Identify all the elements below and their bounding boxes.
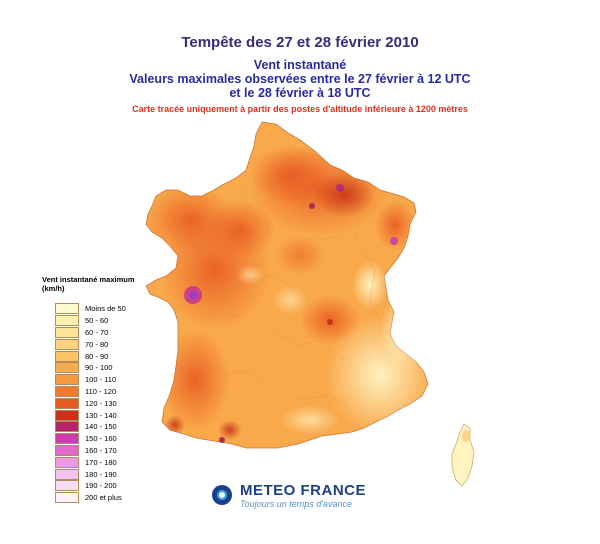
logo-text: METEO FRANCE Toujours un temps d'avance: [240, 482, 366, 509]
map-title: Tempête des 27 et 28 février 2010: [181, 34, 419, 51]
legend-row: 160 - 170: [42, 444, 182, 457]
hotspot-pyrenees: [219, 437, 225, 443]
legend-label: Moins de 50: [85, 304, 126, 314]
legend-row: 130 - 140: [42, 409, 182, 421]
legend-swatch: [55, 326, 79, 338]
legend-label: 50 - 60: [85, 316, 109, 326]
department-borders: [179, 149, 381, 411]
map-subtitle-2: Valeurs maximales observées entre le 27 …: [129, 72, 471, 86]
legend-swatch: [55, 492, 79, 504]
legend-swatch: [55, 362, 79, 374]
legend-label: 100 - 110: [85, 375, 117, 385]
legend-label: 120 - 130: [85, 398, 117, 408]
brand-tagline: Toujours un temps d'avance: [240, 499, 352, 509]
legend-label: 190 - 200: [85, 481, 117, 491]
legend-label: 150 - 160: [85, 434, 117, 444]
legend-row: 140 - 150: [42, 421, 182, 433]
hotspot-champagne: [336, 184, 344, 192]
hotspot-vosges: [390, 237, 398, 245]
meteo-france-logo-icon: [212, 485, 232, 505]
legend-row: 110 - 120: [42, 385, 182, 398]
hotspot-centre: [327, 319, 333, 325]
legend-swatch: [55, 350, 79, 362]
map-subtitle-3: et le 28 février à 18 UTC: [229, 86, 371, 100]
legend-swatch: [55, 338, 79, 350]
legend-title: Vent instantané maximum (km/h): [42, 275, 182, 293]
legend-swatch: [55, 397, 79, 409]
legend-swatch: [55, 444, 79, 456]
meteo-france-logo: METEO FRANCE Toujours un temps d'avance: [212, 482, 366, 512]
legend-row: 150 - 160: [42, 433, 182, 445]
legend: Vent instantané maximum (km/h) Moins de …: [42, 275, 182, 504]
legend-swatch: [55, 303, 79, 315]
legend-label: 170 - 180: [85, 457, 117, 467]
map-note: Carte tracée uniquement à partir des pos…: [132, 104, 468, 114]
legend-swatch: [55, 409, 79, 421]
legend-swatch: [55, 374, 79, 386]
corsica-cap: [462, 430, 470, 442]
legend-label: 140 - 150: [85, 422, 117, 432]
legend-row: 70 - 80: [42, 338, 182, 350]
legend-label: 90 - 100: [85, 363, 113, 373]
legend-label: 110 - 120: [85, 386, 117, 396]
legend-label: 60 - 70: [85, 327, 109, 337]
legend-title-line1: Vent instantané maximum: [42, 275, 135, 284]
legend-row: 90 - 100: [42, 362, 182, 374]
legend-row: 200 et plus: [42, 492, 182, 504]
legend-swatch: [55, 421, 79, 433]
legend-row: 120 - 130: [42, 397, 182, 409]
legend-title-unit: (km/h): [42, 284, 65, 293]
legend-swatch: [55, 385, 79, 397]
legend-row: 170 - 180: [42, 456, 182, 468]
legend-row: 60 - 70: [42, 326, 182, 339]
hotspot-paris-east: [309, 203, 315, 209]
legend-label: 200 et plus: [85, 493, 122, 503]
brand-name: METEO FRANCE: [240, 482, 366, 499]
legend-row: 80 - 90: [42, 350, 182, 362]
map-subtitle-1: Vent instantané: [253, 58, 347, 72]
legend-label: 70 - 80: [85, 339, 109, 349]
legend-rows: Moins de 50 50 - 60 60 - 70 70 - 80 80 - 90 9…: [42, 303, 182, 504]
legend-label: 80 - 90: [85, 351, 109, 361]
legend-label: 130 - 140: [85, 410, 117, 420]
legend-row: Moins de 50: [42, 303, 182, 315]
legend-swatch: [55, 433, 79, 445]
legend-label: 160 - 170: [85, 445, 117, 455]
legend-label: 180 - 190: [85, 469, 117, 479]
legend-row: 50 - 60: [42, 315, 182, 327]
legend-row: 180 - 190: [42, 468, 182, 480]
legend-swatch: [55, 468, 79, 480]
hotspot-vendee-core: [189, 291, 197, 299]
legend-row: 190 - 200: [42, 480, 182, 492]
legend-swatch: [55, 480, 79, 492]
legend-row: 100 - 110: [42, 374, 182, 386]
legend-swatch: [55, 456, 79, 468]
legend-swatch: [55, 315, 79, 327]
